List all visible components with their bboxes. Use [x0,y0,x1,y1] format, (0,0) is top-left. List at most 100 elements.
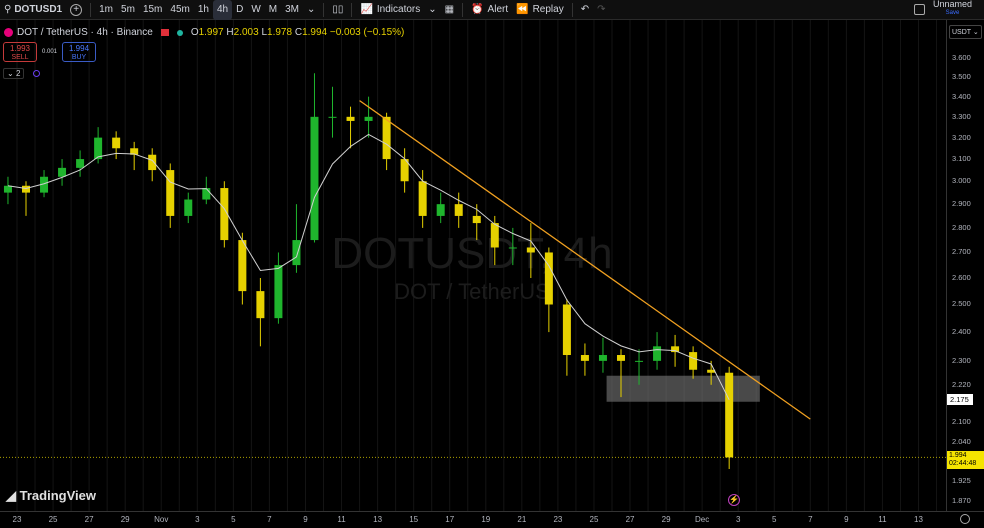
time-tick: 5 [231,515,236,524]
flag-icon[interactable] [160,29,169,36]
interval-W[interactable]: W [251,4,261,15]
candle [130,148,139,155]
interval-dropdown[interactable]: ⌄ [307,4,316,15]
time-tick: 9 [844,515,849,524]
candle [580,355,589,361]
indicators-icon: 📈 [360,4,373,15]
candle [3,185,12,193]
sell-button[interactable]: 1.993 SELL [3,42,37,62]
interval-15m[interactable]: 15m [142,4,163,15]
chart-type-button[interactable]: ▯▯ [328,0,347,20]
time-tick: 9 [303,515,308,524]
candle [616,355,625,361]
candle [202,188,211,200]
price-tick: 3.000 [952,176,971,186]
settings-icon[interactable] [960,514,970,524]
interval-D[interactable]: D [236,4,244,15]
redo-button[interactable]: ↷ [593,0,609,20]
trade-buttons: 1.993 SELL 0.001 1.994 BUY [3,42,97,62]
candle [220,188,229,241]
price-tick: 3.100 [952,154,971,164]
interval-1h[interactable]: 1h [197,4,209,15]
alarm-icon: ⏰ [471,4,484,15]
time-tick: 13 [373,515,383,524]
bar-countdown: 02:44:48 [949,460,977,468]
price-tick: 2.300 [952,355,971,365]
candle [22,185,30,193]
price-tick: 2.600 [952,272,971,282]
templates-button[interactable]: ▦ [441,0,458,20]
tradingview-logo[interactable]: ◢ TradingView [6,488,96,503]
time-tick: 15 [409,515,419,524]
time-tick: 13 [914,515,923,524]
indicators-button[interactable]: 📈 Indicators ⌄ [360,4,437,15]
alert-button[interactable]: ⏰ Alert [471,4,509,15]
bolt-icon[interactable]: ⚡ [728,494,740,506]
dot-logo-icon [4,28,13,37]
price-scale[interactable]: USDT ⌄ 3.600 3.500 3.400 3.300 3.200 3.100 3.0… [946,20,984,511]
select-checkbox[interactable] [910,0,929,20]
price-tick: 2.500 [952,299,971,309]
layout-name-button[interactable]: Unnamed Save [932,0,972,16]
currency-select[interactable]: USDT ⌄ [949,25,982,39]
time-tick: 25 [589,515,599,524]
candle [436,204,445,216]
time-tick: 27 [84,515,94,524]
chevron-down-icon: ⌄ [428,4,437,15]
tv-logo-icon: ◢ [6,488,16,503]
time-tick: Nov [154,515,169,524]
trendline [359,100,811,420]
time-tick: 7 [808,515,813,524]
interval-4h[interactable]: 4h [212,0,233,20]
interval-M[interactable]: M [268,4,278,15]
time-tick: 25 [48,515,58,524]
last-price: 1.994 [949,452,967,460]
candle [346,116,355,121]
indicators-toggle[interactable]: ⌄ 2 [3,68,25,79]
price-tick: 2.100 [952,417,971,427]
candle [418,181,427,216]
ohlc-values: O1.997 H2.003 L1.978 C1.994 −0.003 (−0.1… [190,27,405,38]
candle [508,247,517,249]
divider [462,2,464,17]
divider [571,2,573,17]
price-tick: 3.600 [952,53,971,62]
compare-button[interactable]: + [66,0,86,20]
interval-5m[interactable]: 5m [121,4,135,15]
candle [725,372,734,458]
replay-button[interactable]: ⏪ Replay [516,4,564,15]
time-tick: 3 [735,515,741,524]
candle [40,176,49,193]
interval-45m[interactable]: 45m [170,4,190,15]
buy-button[interactable]: 1.994 BUY [62,42,97,62]
candle [328,116,337,118]
candle [400,159,409,182]
time-tick: 7 [267,515,272,524]
candle [707,369,716,373]
price-tick: 1.925 [952,476,971,486]
time-axis[interactable]: 23 25 27 29 Nov 3 5 7 9 11 13 15 17 19 21 23 25 27 29 Dec 3 5… [0,511,984,528]
price-tick: 1.870 [952,495,971,505]
candle [94,137,103,160]
grid-icon: ▦ [444,4,455,15]
square-icon [913,4,925,15]
price-tick: 2.900 [952,199,971,209]
time-tick: 11 [337,515,346,524]
plus-circle-icon: + [70,3,83,16]
interval-1m[interactable]: 1m [99,4,114,15]
time-tick: Dec [695,515,710,524]
divider [351,2,353,17]
undo-button[interactable]: ↶ [577,0,593,20]
candle [238,240,247,292]
candle [148,154,157,171]
symbol-search[interactable]: ⚲ DOTUSD1 [4,4,63,15]
candle [112,137,121,149]
loading-icon [33,70,40,77]
moving-average-line [7,133,730,401]
candle [274,265,283,319]
candle [310,116,319,241]
candle [472,215,481,224]
rectangle-zone [606,375,760,402]
interval-3M[interactable]: 3M [285,4,300,15]
